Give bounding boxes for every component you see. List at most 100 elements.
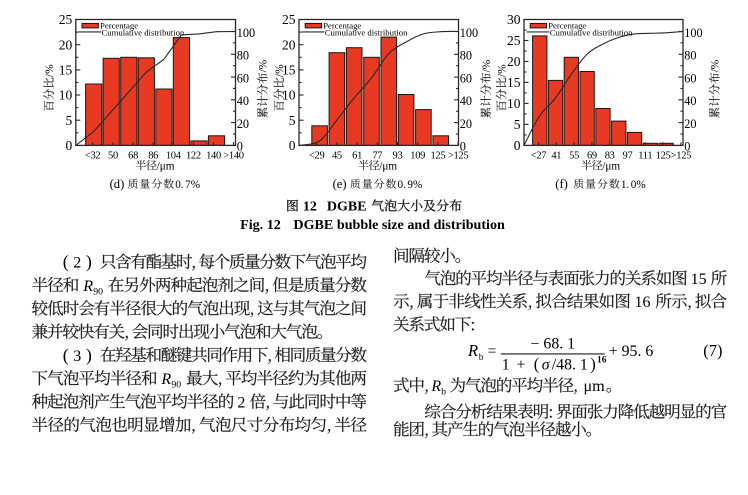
svg-text:(d): (d) xyxy=(110,177,125,191)
svg-text:68: 68 xyxy=(128,150,138,161)
svg-text:15: 15 xyxy=(507,75,521,90)
svg-text:− 68. 1: − 68. 1 xyxy=(531,335,575,352)
svg-text:<29: <29 xyxy=(309,150,325,161)
svg-text:86: 86 xyxy=(148,150,158,161)
svg-text:(e): (e) xyxy=(333,177,347,191)
svg-text:20: 20 xyxy=(507,54,521,69)
svg-text:0: 0 xyxy=(66,138,73,153)
svg-text:1.: 1. xyxy=(621,179,630,191)
svg-text:0.: 0. xyxy=(175,179,184,191)
svg-text:(f): (f) xyxy=(555,177,568,191)
svg-text:40: 40 xyxy=(237,94,249,108)
svg-text:16: 16 xyxy=(635,294,651,311)
svg-text:Cumulative distribution: Cumulative distribution xyxy=(550,27,633,37)
svg-text:83: 83 xyxy=(605,150,615,161)
svg-text:+: + xyxy=(517,356,526,373)
svg-text:0: 0 xyxy=(289,138,296,153)
svg-text:(: ( xyxy=(63,345,69,366)
svg-text:>140: >140 xyxy=(223,150,244,161)
svg-text:60: 60 xyxy=(460,71,472,85)
svg-text:0: 0 xyxy=(460,140,466,154)
svg-text:15: 15 xyxy=(691,271,707,288)
svg-text:b: b xyxy=(479,352,484,363)
svg-text:41: 41 xyxy=(551,150,561,161)
svg-text:3: 3 xyxy=(73,348,81,365)
svg-text:45: 45 xyxy=(332,150,342,161)
svg-text:100: 100 xyxy=(684,26,702,40)
svg-text:97: 97 xyxy=(623,150,633,161)
svg-text:100: 100 xyxy=(237,26,255,40)
svg-text:16: 16 xyxy=(597,356,607,366)
svg-text:10: 10 xyxy=(507,96,521,111)
svg-text:/%: /% xyxy=(497,64,509,77)
svg-text:90: 90 xyxy=(171,380,181,391)
svg-text:69: 69 xyxy=(587,150,597,161)
svg-text:15: 15 xyxy=(59,63,73,78)
svg-text:15: 15 xyxy=(282,63,296,78)
svg-text:12: 12 xyxy=(303,199,317,214)
svg-text:125: 125 xyxy=(430,150,445,161)
svg-text:100: 100 xyxy=(460,26,478,40)
svg-text:/μm: /μm xyxy=(157,160,175,172)
svg-text:DGBE bubble size and distribut: DGBE bubble size and distribution xyxy=(293,217,505,233)
svg-text:30: 30 xyxy=(507,12,521,27)
svg-text:=: = xyxy=(488,343,497,360)
svg-text:7%: 7% xyxy=(185,179,200,191)
svg-text:R: R xyxy=(430,378,441,395)
svg-text:10: 10 xyxy=(282,88,296,103)
svg-text:(: ( xyxy=(63,252,69,273)
svg-text:(7): (7) xyxy=(703,341,722,360)
svg-text:b: b xyxy=(441,387,446,398)
svg-text:77: 77 xyxy=(372,150,382,161)
svg-text:20: 20 xyxy=(59,37,73,52)
svg-text:0.: 0. xyxy=(398,179,407,191)
svg-text:20: 20 xyxy=(460,117,472,131)
svg-text:122: 122 xyxy=(186,150,201,161)
svg-text:104: 104 xyxy=(166,150,182,161)
svg-text:80: 80 xyxy=(237,49,249,63)
svg-text:R: R xyxy=(160,371,171,388)
svg-text:20: 20 xyxy=(684,117,696,131)
svg-text:1: 1 xyxy=(502,356,510,373)
svg-text:0%: 0% xyxy=(631,179,646,191)
svg-text:/%: /% xyxy=(481,59,493,72)
svg-text:0: 0 xyxy=(684,140,690,154)
svg-text:/%: /% xyxy=(710,59,722,72)
svg-text:Percentage: Percentage xyxy=(100,20,138,30)
svg-text:60: 60 xyxy=(237,71,249,85)
svg-text:/μm: /μm xyxy=(602,160,620,172)
svg-text:25: 25 xyxy=(282,12,296,27)
svg-text:80: 80 xyxy=(460,49,472,63)
svg-text:5: 5 xyxy=(66,113,73,128)
svg-text:25: 25 xyxy=(507,33,521,48)
svg-text:9%: 9% xyxy=(407,179,422,191)
svg-text:>125: >125 xyxy=(671,150,692,161)
svg-text:R: R xyxy=(467,341,478,360)
svg-text:Fig. 12: Fig. 12 xyxy=(240,217,281,233)
svg-text:/%: /% xyxy=(258,59,270,72)
svg-text:/48. 1: /48. 1 xyxy=(552,356,588,373)
svg-text:0: 0 xyxy=(514,138,521,153)
svg-text:): ) xyxy=(590,354,596,373)
svg-text:R: R xyxy=(82,278,93,295)
svg-text:109: 109 xyxy=(410,150,425,161)
svg-text:140: 140 xyxy=(206,150,221,161)
svg-text:0: 0 xyxy=(237,140,243,154)
svg-text:55: 55 xyxy=(569,150,579,161)
svg-text:60: 60 xyxy=(684,71,696,85)
svg-text:σ: σ xyxy=(542,356,551,373)
svg-text:Cumulative distribution: Cumulative distribution xyxy=(102,27,185,37)
svg-text:Percentage: Percentage xyxy=(323,20,361,30)
svg-text:(: ( xyxy=(534,354,540,373)
svg-text:40: 40 xyxy=(460,94,472,108)
svg-text:61: 61 xyxy=(352,150,362,161)
svg-text:): ) xyxy=(86,252,92,273)
svg-text:20: 20 xyxy=(282,37,296,52)
svg-text:<32: <32 xyxy=(85,150,101,161)
svg-text:2: 2 xyxy=(237,394,245,411)
svg-text:>125: >125 xyxy=(448,150,469,161)
svg-text:Percentage: Percentage xyxy=(548,20,586,30)
svg-text:50: 50 xyxy=(108,150,118,161)
svg-text:DGBE: DGBE xyxy=(327,199,367,214)
svg-text:/%: /% xyxy=(44,64,56,77)
